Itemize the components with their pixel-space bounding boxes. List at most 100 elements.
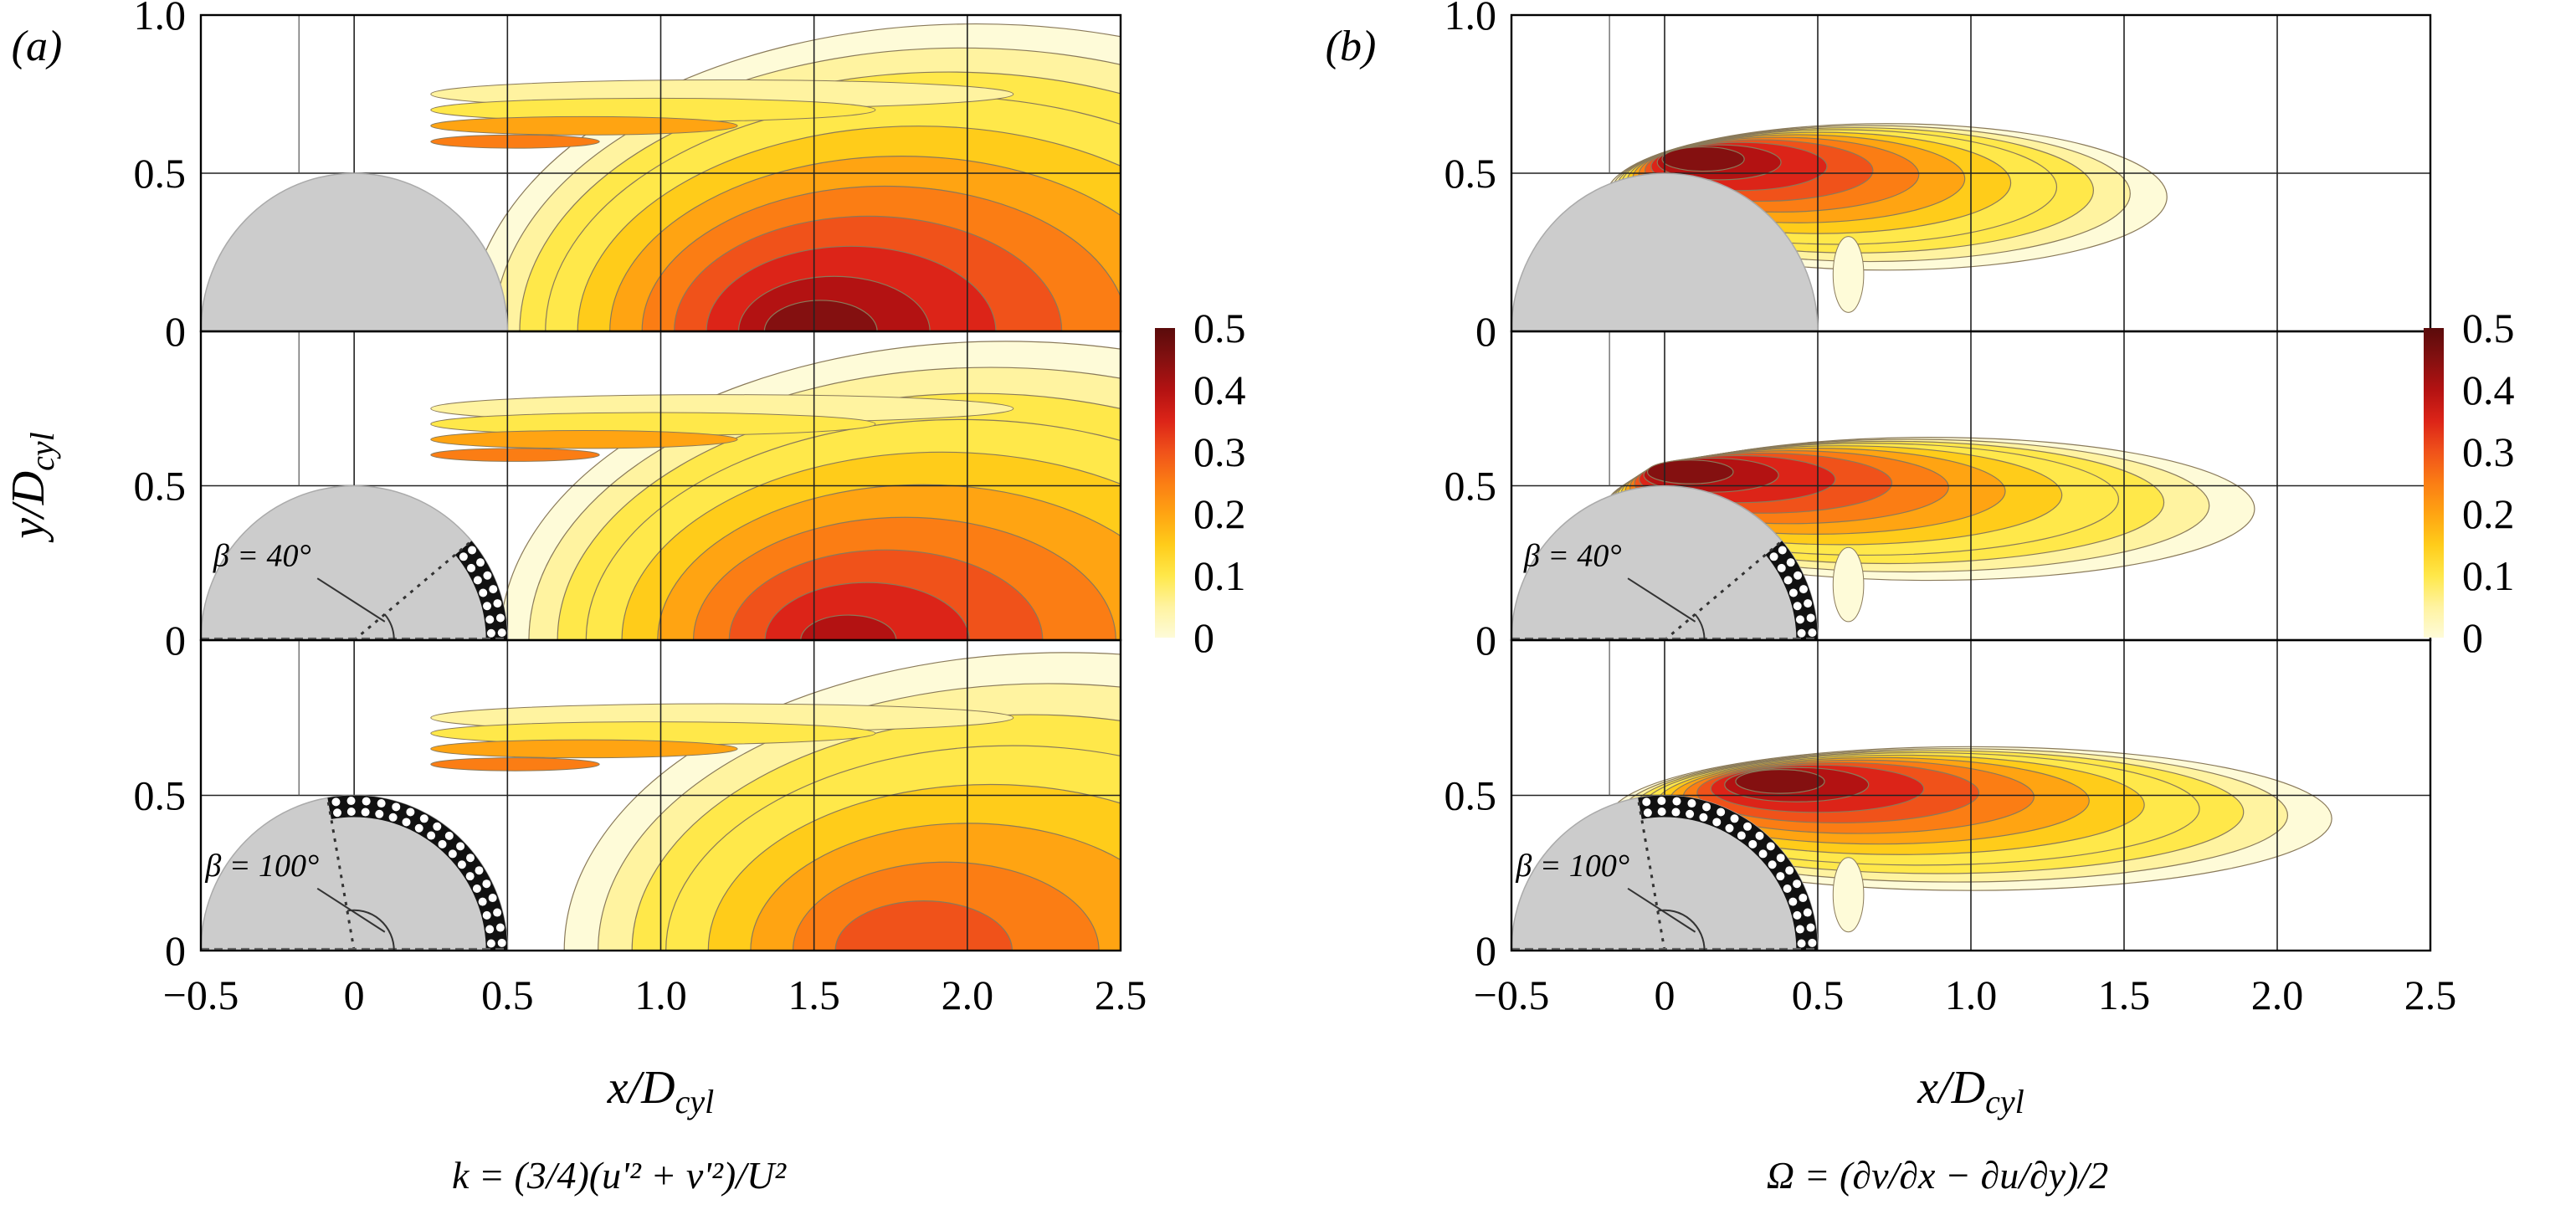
- porous-hole: [414, 823, 423, 833]
- x-tick-label: 2.0: [2251, 971, 2304, 1018]
- colorbar-tick: 0: [2462, 614, 2483, 661]
- porous-hole: [1803, 908, 1812, 917]
- porous-hole: [1712, 818, 1722, 827]
- contour-field: [430, 652, 1121, 951]
- contour-level: [1832, 546, 1865, 623]
- colorbar-tick: 0.3: [2462, 428, 2515, 475]
- porous-hole: [465, 872, 475, 881]
- y-tick-label: 0.5: [134, 772, 187, 819]
- porous-hole: [346, 807, 356, 817]
- porous-hole: [1755, 831, 1764, 840]
- porous-hole: [495, 613, 505, 623]
- beta-label: β = 40°: [1523, 538, 1622, 573]
- cylinder-shape: [1511, 172, 1819, 332]
- shear-layer: [430, 115, 738, 136]
- porous-hole: [1777, 563, 1786, 572]
- porous-hole: [483, 571, 492, 580]
- y-tick-label: 1.0: [134, 0, 187, 38]
- porous-hole: [1716, 807, 1726, 817]
- beta-arc: [346, 909, 395, 951]
- porous-hole: [1804, 599, 1813, 608]
- plot-frame: [199, 638, 1122, 952]
- panel-b: 00.51.0β = 40°00.5β = 100°00.5−0.5 0 0.5 1.…: [1326, 0, 2515, 1197]
- shear-layer: [430, 739, 738, 759]
- shear-layer: [430, 429, 738, 449]
- x-tick-label: 0.5: [1792, 971, 1845, 1018]
- contour-level: [1832, 236, 1865, 313]
- porous-hole: [392, 802, 401, 812]
- colorbar-fill: [1155, 328, 1175, 638]
- porous-hole: [1797, 628, 1806, 638]
- contour-field: [1604, 437, 2255, 623]
- porous-hole: [1642, 797, 1651, 807]
- beta-ray: [1636, 797, 1666, 951]
- porous-hole: [1788, 897, 1798, 906]
- colorbar-tick: 0.1: [2462, 552, 2515, 599]
- beta-label: β = 40°: [213, 538, 311, 573]
- beta-leader: [316, 577, 386, 623]
- porous-hole: [457, 860, 466, 869]
- porous-hole: [1786, 558, 1795, 567]
- contour-level: [1646, 459, 1734, 484]
- porous-hole: [493, 599, 502, 608]
- porous-hole: [1769, 552, 1778, 561]
- porous-hole: [466, 854, 475, 863]
- porous-hole: [1730, 814, 1739, 823]
- porous-hole: [1702, 802, 1711, 812]
- x-tick-label: 1.0: [1945, 971, 1998, 1018]
- x-tick-label: 0: [344, 971, 365, 1018]
- contour-level: [1661, 146, 1745, 172]
- porous-hole: [1778, 546, 1787, 555]
- porous-hole: [473, 576, 482, 585]
- x-tick-label: 1.5: [788, 971, 840, 1018]
- x-tick-label: 1.0: [634, 971, 687, 1018]
- y-tick-label: 0.5: [1445, 150, 1497, 197]
- porous-hole: [1808, 628, 1817, 638]
- porous-hole: [1686, 809, 1695, 818]
- panel-a: 00.51.0β = 40°00.5β = 100°00.5−0.5 0 0.5 1.…: [12, 0, 1246, 1197]
- x-tick-label: 2.5: [2404, 971, 2457, 1018]
- porous-hole: [331, 797, 341, 807]
- porous-hole: [468, 546, 477, 555]
- porous-hole: [1737, 831, 1746, 840]
- colorbar-tick: 0.5: [1193, 305, 1246, 351]
- y-tick-label: 0: [165, 308, 186, 355]
- y-tick-label: 0.5: [1445, 463, 1497, 510]
- porous-hole: [406, 807, 415, 817]
- colorbar-tick: 0.2: [1193, 490, 1246, 537]
- colorbar-tick: 0.5: [2462, 305, 2515, 351]
- porous-hole: [486, 628, 495, 638]
- porous-hole: [1793, 910, 1802, 920]
- porous-hole: [1687, 799, 1696, 808]
- porous-hole: [483, 602, 492, 611]
- porous-hole: [1643, 808, 1652, 818]
- beta-ray: [353, 540, 473, 642]
- beta-ray: [326, 797, 356, 951]
- shear-layer: [430, 757, 600, 772]
- porous-hole: [1766, 842, 1775, 851]
- porous-hole: [1776, 872, 1785, 881]
- beta-leader: [1627, 577, 1696, 623]
- porous-hole: [1793, 879, 1802, 889]
- porous-hole: [1799, 585, 1808, 594]
- colorbar-tick: 0.4: [1193, 367, 1246, 413]
- porous-hole: [1699, 813, 1708, 822]
- subplot-baseline: 0 0.5 1.0: [1445, 0, 2432, 355]
- y-tick-label: 0.5: [134, 463, 187, 510]
- porous-hole: [493, 908, 502, 917]
- beta-ray: [1664, 540, 1783, 642]
- plot-frame: [1510, 638, 2432, 952]
- porous-hole: [402, 818, 411, 827]
- porous-hole: [1671, 807, 1681, 817]
- beta-label: β = 100°: [1515, 848, 1629, 884]
- porous-hole: [488, 894, 497, 903]
- x-tick-label: 0.5: [481, 971, 534, 1018]
- porous-hole: [377, 799, 386, 808]
- shear-layer: [430, 448, 600, 462]
- porous-hole: [467, 563, 476, 572]
- porous-hole: [486, 939, 495, 948]
- y-axis-label: y/Dcyl: [3, 432, 61, 542]
- y-tick-label: 0.5: [134, 150, 187, 197]
- porous-hole: [475, 866, 484, 875]
- colorbar-tick: 0.4: [2462, 367, 2515, 413]
